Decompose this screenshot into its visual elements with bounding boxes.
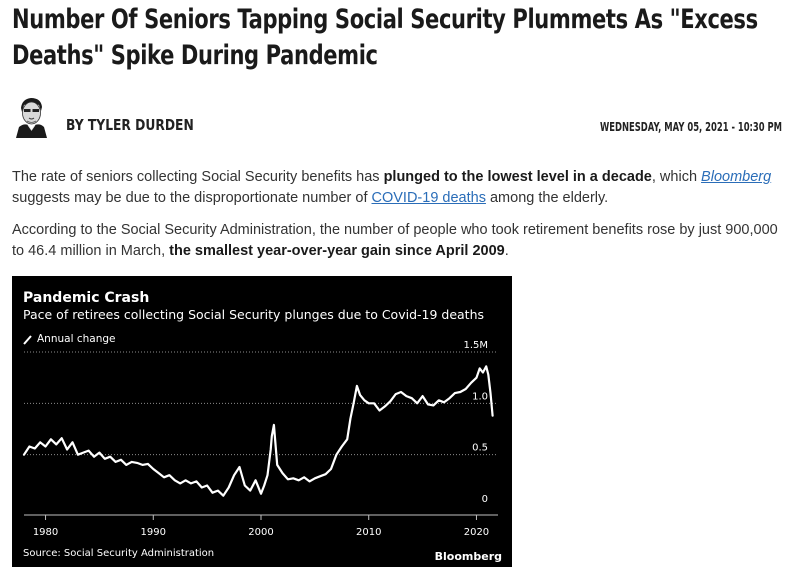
chart-title: Pandemic Crash	[23, 290, 149, 306]
y-tick-labels: 0 0.5 1.0 1.5M	[463, 340, 488, 505]
covid-deaths-link[interactable]: COVID-19 deaths	[371, 190, 486, 206]
byline: BY TYLER DURDEN WEDNESDAY, MAY 05, 2021 …	[12, 96, 784, 138]
y-tick-label-0: 0	[482, 494, 488, 505]
y-tick-label-2: 1.0	[472, 391, 488, 402]
legend: Annual change	[23, 333, 115, 345]
x-tick-label-1: 1990	[141, 527, 166, 538]
p1-text-d: suggests may be due to the disproportion…	[12, 190, 372, 206]
x-tick-label-2: 2000	[248, 527, 273, 538]
grid-layer	[24, 351, 498, 520]
x-tick-label-0: 1980	[33, 527, 58, 538]
legend-swatch	[23, 335, 32, 345]
chart-image[interactable]: Pandemic Crash Pace of retirees collecti…	[12, 276, 512, 567]
article-title: Number Of Seniors Tapping Social Securit…	[12, 4, 758, 71]
bloomberg-link[interactable]: Bloomberg	[701, 169, 772, 185]
x-tick-label-3: 2010	[356, 527, 381, 538]
p1-bold: plunged to the lowest level in a decade	[383, 169, 652, 185]
chart-subtitle: Pace of retirees collecting Social Secur…	[23, 307, 484, 322]
x-tick-label-4: 2020	[464, 527, 489, 538]
p2-text-a: According to the Social Security Adminis…	[12, 222, 778, 259]
p1-text-c: , which	[651, 169, 702, 185]
author-avatar[interactable]	[12, 96, 50, 138]
x-tick-labels: 1980 1990 2000 2010 2020	[33, 527, 489, 538]
series-line-0	[22, 365, 494, 497]
legend-label: Annual change	[37, 333, 115, 345]
publish-date: WEDNESDAY, MAY 05, 2021 - 10:30 PM	[599, 120, 782, 134]
y-tick-label-1: 0.5	[472, 443, 488, 454]
chart-source: Source: Social Security Administration	[23, 548, 214, 559]
p1-text-e: among the elderly.	[485, 190, 609, 206]
author-name[interactable]: BY TYLER DURDEN	[66, 116, 194, 134]
p1-text-a: The rate of seniors collecting Social Se…	[12, 169, 384, 185]
bloomberg-logo: Bloomberg	[435, 550, 502, 563]
p2-bold: the smallest year-over-year gain since A…	[169, 243, 505, 259]
series-layer	[22, 365, 494, 497]
paragraph-2: According to the Social Security Adminis…	[12, 220, 784, 262]
y-tick-label-3: 1.5M	[463, 340, 488, 351]
pandemic-crash-chart: Pandemic Crash Pace of retirees collecti…	[22, 290, 502, 563]
p2-text-c: .	[504, 243, 509, 259]
paragraph-1: The rate of seniors collecting Social Se…	[12, 167, 784, 209]
